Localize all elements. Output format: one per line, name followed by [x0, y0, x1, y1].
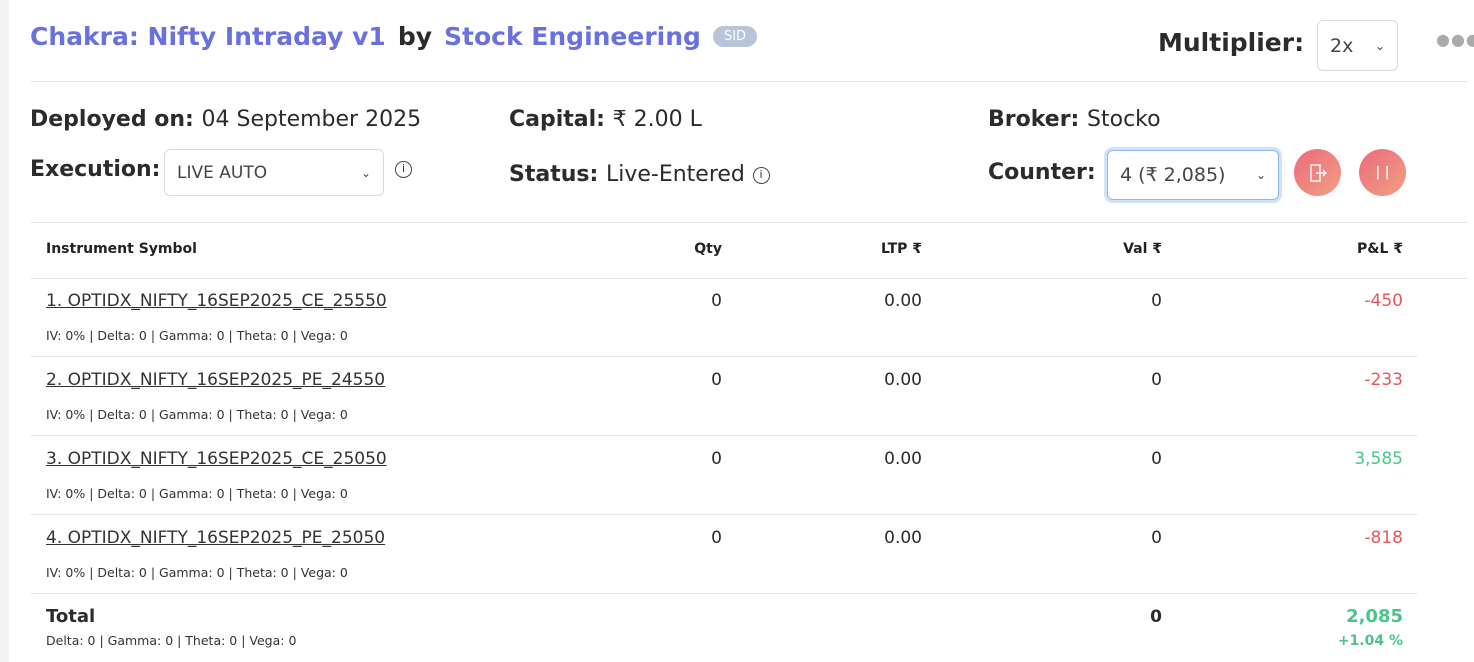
- ltp-cell: 0.00: [884, 528, 922, 548]
- deployed-label: Deployed on:: [30, 107, 194, 132]
- multiplier-select[interactable]: 2x ⌄: [1317, 20, 1398, 71]
- val-cell: 0: [1151, 291, 1162, 311]
- info-icon[interactable]: i: [752, 166, 770, 184]
- instrument-symbol-link[interactable]: 3. OPTIDX_NIFTY_16SEP2025_CE_25050: [46, 449, 387, 469]
- qty-cell: 0: [711, 528, 722, 548]
- counter-select[interactable]: 4 (₹ 2,085) ⌄: [1107, 150, 1279, 200]
- strategy-name-link[interactable]: Chakra: Nifty Intraday v1: [30, 22, 386, 51]
- row-divider: [30, 514, 1418, 515]
- instrument-greeks: IV: 0% | Delta: 0 | Gamma: 0 | Theta: 0 …: [46, 407, 348, 422]
- row-divider: [30, 435, 1418, 436]
- status-label: Status:: [509, 162, 599, 187]
- total-val: 0: [1150, 607, 1162, 627]
- exit-button[interactable]: [1294, 149, 1341, 196]
- col-header-pnl: P&L ₹: [1356, 241, 1403, 257]
- qty-cell: 0: [711, 370, 722, 390]
- val-cell: 0: [1151, 370, 1162, 390]
- broker-value: Stocko: [1087, 107, 1161, 132]
- total-label: Total: [46, 606, 96, 627]
- left-edge: [0, 0, 9, 662]
- counter-label: Counter:: [988, 160, 1096, 185]
- qty-cell: 0: [711, 291, 722, 311]
- info-icon[interactable]: i: [395, 161, 412, 178]
- pnl-cell: 3,585: [1354, 449, 1403, 469]
- ltp-cell: 0.00: [884, 449, 922, 469]
- multiplier-label: Multiplier:: [1158, 28, 1305, 57]
- instrument-symbol-link[interactable]: 4. OPTIDX_NIFTY_16SEP2025_PE_25050: [46, 528, 386, 548]
- chevron-down-icon: ⌄: [360, 165, 371, 180]
- broker-label: Broker:: [988, 107, 1080, 132]
- sid-badge: SID: [712, 26, 758, 47]
- row-divider: [30, 356, 1418, 357]
- total-pnl: 2,085: [1346, 606, 1403, 627]
- capital-label: Capital:: [509, 107, 605, 132]
- instrument-greeks: IV: 0% | Delta: 0 | Gamma: 0 | Theta: 0 …: [46, 565, 348, 580]
- deployed-on: Deployed on: 04 September 2025: [30, 107, 421, 132]
- table-top-border: [30, 222, 1468, 223]
- author-link[interactable]: Stock Engineering: [444, 22, 701, 51]
- execution-label: Execution:: [30, 157, 161, 182]
- val-cell: 0: [1151, 449, 1162, 469]
- instrument-symbol-link[interactable]: 1. OPTIDX_NIFTY_16SEP2025_CE_25550: [46, 291, 387, 311]
- row-divider: [30, 593, 1418, 594]
- capital: Capital: ₹ 2.00 L: [509, 107, 702, 132]
- instrument-symbol-link[interactable]: 2. OPTIDX_NIFTY_16SEP2025_PE_24550: [46, 370, 386, 390]
- ltp-cell: 0.00: [884, 291, 922, 311]
- by-text: by: [397, 22, 433, 51]
- val-cell: 0: [1151, 528, 1162, 548]
- pnl-cell: -450: [1364, 291, 1403, 311]
- counter-value: 4 (₹ 2,085): [1120, 164, 1226, 186]
- execution-select[interactable]: LIVE AUTO ⌄: [164, 149, 384, 196]
- pause-icon: | |: [1375, 165, 1390, 180]
- instrument-greeks: IV: 0% | Delta: 0 | Gamma: 0 | Theta: 0 …: [46, 486, 348, 501]
- pnl-cell: -233: [1364, 370, 1403, 390]
- col-header-val: Val ₹: [1123, 241, 1162, 257]
- total-greeks: Delta: 0 | Gamma: 0 | Theta: 0 | Vega: 0: [46, 633, 297, 648]
- divider: [30, 81, 1468, 82]
- status: Status: Live-Entered i: [509, 162, 770, 187]
- more-horizontal-icon[interactable]: ●●●: [1436, 30, 1474, 49]
- ltp-cell: 0.00: [884, 370, 922, 390]
- pause-button[interactable]: | |: [1359, 149, 1406, 196]
- qty-cell: 0: [711, 449, 722, 469]
- instrument-greeks: IV: 0% | Delta: 0 | Gamma: 0 | Theta: 0 …: [46, 328, 348, 343]
- status-value: Live-Entered: [605, 162, 745, 187]
- pnl-cell: -818: [1364, 528, 1403, 548]
- col-header-qty: Qty: [694, 241, 722, 257]
- chevron-down-icon: ⌄: [1374, 38, 1385, 53]
- chevron-down-icon: ⌄: [1255, 168, 1266, 182]
- total-pnl-pct: +1.04 %: [1337, 633, 1403, 649]
- col-header-symbol: Instrument Symbol: [46, 241, 197, 257]
- capital-value: ₹ 2.00 L: [612, 107, 702, 132]
- page-title: Chakra: Nifty Intraday v1 by Stock Engin…: [30, 22, 758, 51]
- exit-icon: [1309, 163, 1327, 182]
- broker: Broker: Stocko: [988, 107, 1161, 132]
- deployed-value: 04 September 2025: [201, 107, 422, 132]
- divider: [30, 278, 1468, 279]
- multiplier-value: 2x: [1330, 34, 1354, 57]
- execution-value: LIVE AUTO: [177, 162, 268, 183]
- col-header-ltp: LTP ₹: [880, 241, 922, 257]
